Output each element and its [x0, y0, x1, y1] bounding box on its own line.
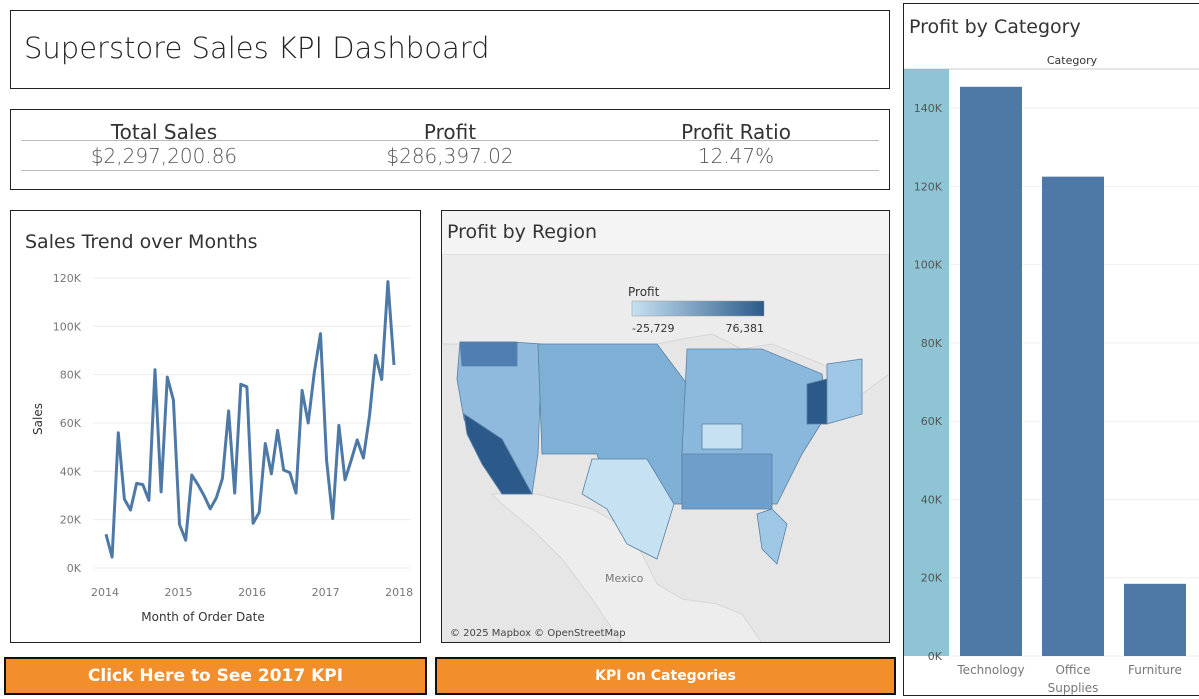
category-tick-label: Office [1055, 663, 1090, 677]
category-bar[interactable] [1124, 583, 1186, 656]
state-illinois-ohio[interactable] [701, 423, 743, 450]
y-tick-label: 20K [60, 514, 82, 527]
legend-title: Profit [628, 285, 660, 299]
category-bar[interactable] [1042, 176, 1104, 656]
map-title: Profit by Region [447, 221, 597, 243]
region-south[interactable] [681, 453, 773, 510]
x-tick-label: 2016 [238, 586, 266, 599]
category-tick-label: Supplies [1048, 681, 1099, 695]
category-bar[interactable] [960, 86, 1022, 656]
kpi-total-sales: Total Sales $2,297,200.86 [24, 118, 304, 166]
kpi-2017-button[interactable]: Click Here to See 2017 KPI [4, 657, 427, 695]
kpi-value: $2,297,200.86 [90, 144, 238, 168]
kpi-label: Profit Ratio [681, 120, 791, 144]
x-tick-label: 2014 [91, 586, 119, 599]
kpi-label: Profit [423, 120, 477, 144]
x-tick-label: 2017 [312, 586, 340, 599]
y-tick-label: 20K [921, 572, 943, 585]
map-header [442, 211, 889, 254]
y-tick-label: 40K [60, 465, 82, 478]
state-california[interactable] [463, 413, 533, 495]
y-axis-label: Sales [31, 403, 45, 435]
category-bar-chart[interactable]: Category 0K 20K 40K 60K 80K 100K 120K 140K Tech… [904, 4, 1199, 695]
title-panel: Superstore Sales KPI Dashboard [10, 10, 890, 89]
profit-by-region-panel: Profit by Region Profit -25,729 76,381 [441, 210, 890, 643]
legend-min: -25,729 [632, 322, 674, 335]
sales-trend-title: Sales Trend over Months [25, 231, 258, 253]
kpi-profit-ratio: Profit Ratio 12.47% [596, 118, 876, 166]
profit-by-category-panel: Profit by Category Category 0K 20K 40K 60K 8… [903, 3, 1199, 696]
y-tick-label: 0K [67, 562, 82, 575]
legend-gradient [631, 300, 765, 317]
y-tick-label: 80K [921, 337, 943, 350]
kpi-profit: Profit $286,397.02 [310, 118, 590, 166]
y-tick-label: 100K [914, 259, 943, 272]
us-map[interactable]: Profit -25,729 76,381 Mexico © 2025 Mapb… [442, 254, 889, 643]
category-tick-label: Furniture [1128, 663, 1182, 677]
country-label: Mexico [605, 572, 644, 585]
state-washington[interactable] [459, 341, 518, 367]
y-tick-label: 140K [914, 102, 943, 115]
sales-line[interactable] [104, 280, 396, 559]
state-texas[interactable] [581, 458, 675, 560]
sales-trend-panel: Sales Trend over Months 0K 20K 40K 60K 80K 10… [10, 210, 421, 643]
state-florida[interactable] [756, 508, 788, 565]
y-tick-label: 100K [53, 320, 82, 333]
kpi-panel: Total Sales $2,297,200.86 Profit $286,39… [10, 109, 890, 190]
sales-trend-chart[interactable]: 0K 20K 40K 60K 80K 100K 120K 2014 2015 2016 2017 2… [11, 211, 420, 642]
y-tick-label: 40K [921, 493, 943, 506]
region-new-england[interactable] [826, 358, 863, 425]
x-axis-label: Month of Order Date [141, 610, 264, 624]
state-new-york[interactable] [806, 378, 828, 425]
y-tick-label: 60K [60, 417, 82, 430]
y-tick-label: 80K [60, 369, 82, 382]
kpi-divider [21, 140, 879, 141]
x-tick-label: 2015 [165, 586, 193, 599]
kpi-label: Total Sales [110, 120, 218, 144]
dashboard-title: Superstore Sales KPI Dashboard [24, 31, 490, 65]
legend-max: 76,381 [726, 322, 765, 335]
kpi-value: 12.47% [697, 144, 775, 168]
kpi-divider [21, 170, 879, 171]
y-tick-label: 120K [53, 272, 82, 285]
map-attribution: © 2025 Mapbox © OpenStreetMap [450, 628, 626, 639]
axis-band [904, 69, 949, 656]
y-tick-label: 0K [928, 650, 943, 663]
category-header: Category [1047, 54, 1098, 67]
kpi-categories-button[interactable]: KPI on Categories [435, 657, 896, 695]
category-title: Profit by Category [909, 16, 1081, 38]
kpi-value: $286,397.02 [386, 144, 514, 168]
mexico-landmass [490, 493, 762, 642]
y-tick-label: 60K [921, 415, 943, 428]
y-tick-label: 120K [914, 180, 943, 193]
x-tick-label: 2018 [385, 586, 413, 599]
category-tick-label: Technology [956, 663, 1024, 677]
